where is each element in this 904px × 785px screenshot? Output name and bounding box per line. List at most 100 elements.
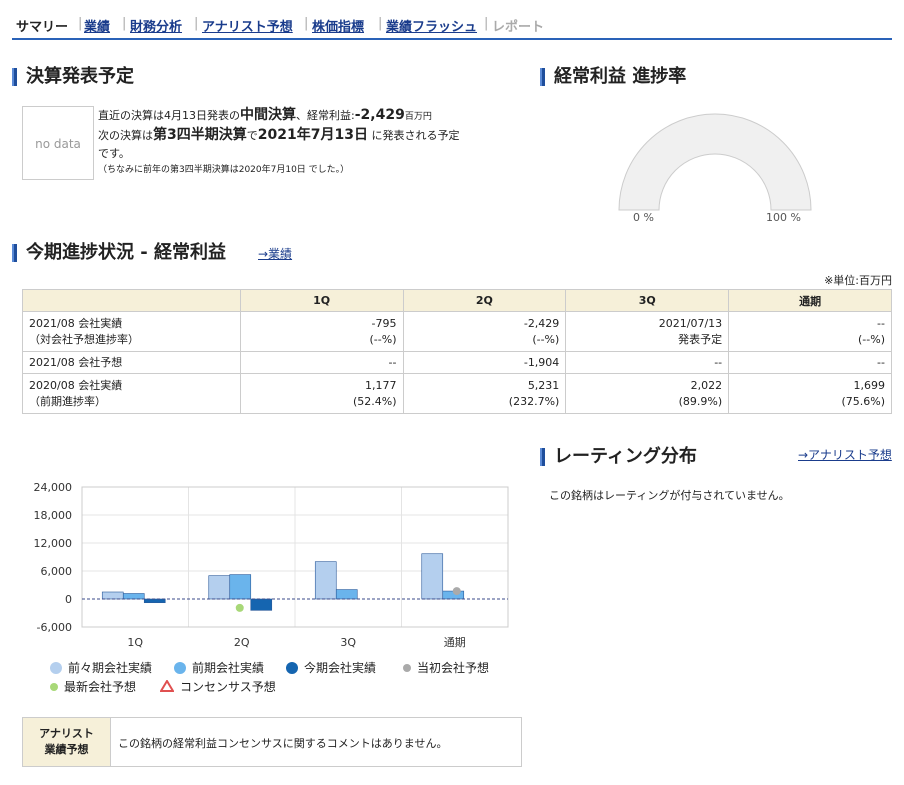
schedule-heading: 決算発表予定 [12, 66, 134, 88]
latest-results-type: 中間決算 [240, 107, 296, 123]
heading-marker [540, 68, 545, 86]
tab-separator: | [78, 16, 83, 31]
row-sublabel: （対会社予想進捗率） [29, 332, 139, 346]
cell-value: 1,699 [853, 378, 886, 392]
legend-label: 最新会社予想 [64, 680, 137, 694]
gauge-max-label: 100 % [766, 211, 801, 224]
legend-swatch [403, 664, 411, 672]
legend-item: コンセンサス予想 [159, 678, 276, 695]
next-results-line-end: です。 [98, 147, 130, 160]
tab-separator: | [378, 16, 383, 31]
bar [122, 593, 145, 600]
tab-financial-analysis[interactable]: 財務分析 [130, 20, 183, 35]
legend-item: 最新会社予想 [50, 678, 136, 695]
next-results-type: 第3四半期決算 [153, 127, 247, 143]
cell-value: -795 [371, 316, 397, 330]
row-label: 2021/08 会社実績 [29, 316, 123, 330]
heading-marker [12, 244, 17, 262]
plot-frame [81, 486, 509, 628]
analyst-header-line2: 業績予想 [44, 743, 89, 756]
analyst-forecast-link[interactable]: →アナリスト予想 [798, 448, 892, 462]
gauge-heading: 経常利益 進捗率 [540, 66, 686, 88]
y-tick-label: 18,000 [34, 509, 73, 522]
bar [143, 598, 166, 604]
y-tick-label: 12,000 [34, 537, 73, 550]
legend-label: コンセンサス予想 [180, 680, 276, 694]
ordinary-profit-unit: 百万円 [404, 112, 432, 122]
bar [314, 561, 337, 600]
table-cell: 1,699 (75.6%) [728, 373, 892, 414]
legend-item: 前期会社実績 [174, 659, 264, 676]
results-link[interactable]: →業績 [258, 247, 293, 261]
progress-heading-text: 今期進捗状況 - 経常利益 [26, 242, 227, 263]
triangle-icon [159, 679, 175, 692]
tab-separator: | [122, 16, 127, 31]
heading-marker [540, 448, 545, 466]
latest-results-prefix: 直近の決算は4月13日発表の [98, 109, 240, 122]
progress-heading: 今期進捗状況 - 経常利益 [12, 242, 226, 264]
next-results-suffix: に発表される予定 [367, 129, 460, 142]
analyst-header-line1: アナリスト [39, 727, 94, 740]
analyst-comment-text: この銘柄の経常利益コンセンサスに関するコメントはありません。 [118, 737, 448, 750]
table-cell: 2,022 (89.9%) [565, 373, 730, 414]
legend-label: 今期会社実績 [304, 661, 377, 675]
x-tick-label: 通期 [444, 636, 466, 649]
table-row: 2021/08 会社実績 （対会社予想進捗率） -795 (--%) -2,429 (… [22, 311, 892, 352]
row-sublabel: （前期進捗率） [29, 394, 106, 408]
table-row: 2020/08 会社実績 （前期進捗率） 1,177 (52.4%) 5,231 (2… [22, 373, 892, 414]
cell-subvalue: (75.6%) [841, 394, 885, 408]
table-cell: -1,904 [402, 351, 567, 374]
legend-label: 前々期会社実績 [68, 661, 153, 675]
table-cell: -- [565, 351, 730, 374]
table-cell: 5,231 (232.7%) [402, 373, 567, 414]
legend-label: 前期会社実績 [192, 661, 265, 675]
latest-results-line: 直近の決算は4月13日発表の中間決算、経常利益:-2,429百万円 [98, 106, 508, 126]
tab-results-flash[interactable]: 業績フラッシュ [386, 20, 478, 35]
ordinary-profit-label: 、経常利益: [296, 109, 355, 122]
legend-item: 今期会社実績 [286, 659, 376, 676]
legend-label: 当初会社予想 [417, 661, 490, 675]
legend-swatch [50, 662, 62, 674]
schedule-text: 直近の決算は4月13日発表の中間決算、経常利益:-2,429百万円 次の決算は第… [98, 106, 508, 177]
legend-swatch [286, 662, 298, 674]
y-tick-label: -6,000 [37, 621, 72, 634]
x-tick-label: 1Q [127, 636, 143, 649]
table-cell: -- [728, 351, 892, 374]
ordinary-profit-value: -2,429 [354, 107, 405, 123]
bar [335, 589, 358, 600]
tab-summary[interactable]: サマリー [16, 20, 69, 35]
gauge-min-label: 0 % [633, 211, 654, 224]
cell-subvalue: 発表予定 [678, 332, 723, 346]
gauge-heading-text: 経常利益 進捗率 [554, 66, 687, 87]
table-cell: -- (--%) [728, 311, 892, 352]
cell-subvalue: (--%) [369, 332, 397, 346]
logo-placeholder: no data [22, 106, 94, 180]
column-header: 通期 [728, 289, 892, 312]
cell-subvalue: (--%) [858, 332, 885, 346]
bar [421, 553, 444, 600]
table-header-row: 1Q 2Q 3Q 通期 [22, 289, 892, 312]
column-header: 2Q [402, 289, 567, 312]
next-results-prefix: 次の決算は [98, 129, 153, 142]
schedule-heading-text: 決算発表予定 [26, 66, 134, 87]
y-tick-label: 24,000 [34, 481, 73, 494]
tab-analyst-forecast[interactable]: アナリスト予想 [202, 20, 293, 35]
analyst-comment-header: アナリスト 業績予想 [23, 718, 111, 766]
row-header: 2020/08 会社実績 （前期進捗率） [22, 373, 241, 414]
table-cell: -795 (--%) [239, 311, 404, 352]
tab-stock-indicators[interactable]: 株価指標 [312, 20, 365, 35]
row-label: 2021/08 会社予想 [29, 355, 123, 369]
tab-separator: | [304, 16, 309, 31]
gauge-arc [618, 113, 812, 211]
table-cell: -2,429 (--%) [402, 311, 567, 352]
tab-results[interactable]: 業績 [84, 20, 111, 35]
x-tick-label: 2Q [234, 636, 250, 649]
tab-navigation: サマリー | 業績 | 財務分析 | アナリスト予想 | 株価指標 | 業績フラ… [12, 10, 892, 40]
cell-subvalue: (89.9%) [678, 394, 723, 408]
table-cell: 1,177 (52.4%) [239, 373, 404, 414]
row-label: 2020/08 会社実績 [29, 378, 123, 392]
cell-value: -2,429 [523, 316, 560, 330]
unit-note: ※単位:百万円 [824, 274, 892, 287]
legend-item: 当初会社予想 [403, 659, 489, 676]
table-cell: -- [239, 351, 404, 374]
